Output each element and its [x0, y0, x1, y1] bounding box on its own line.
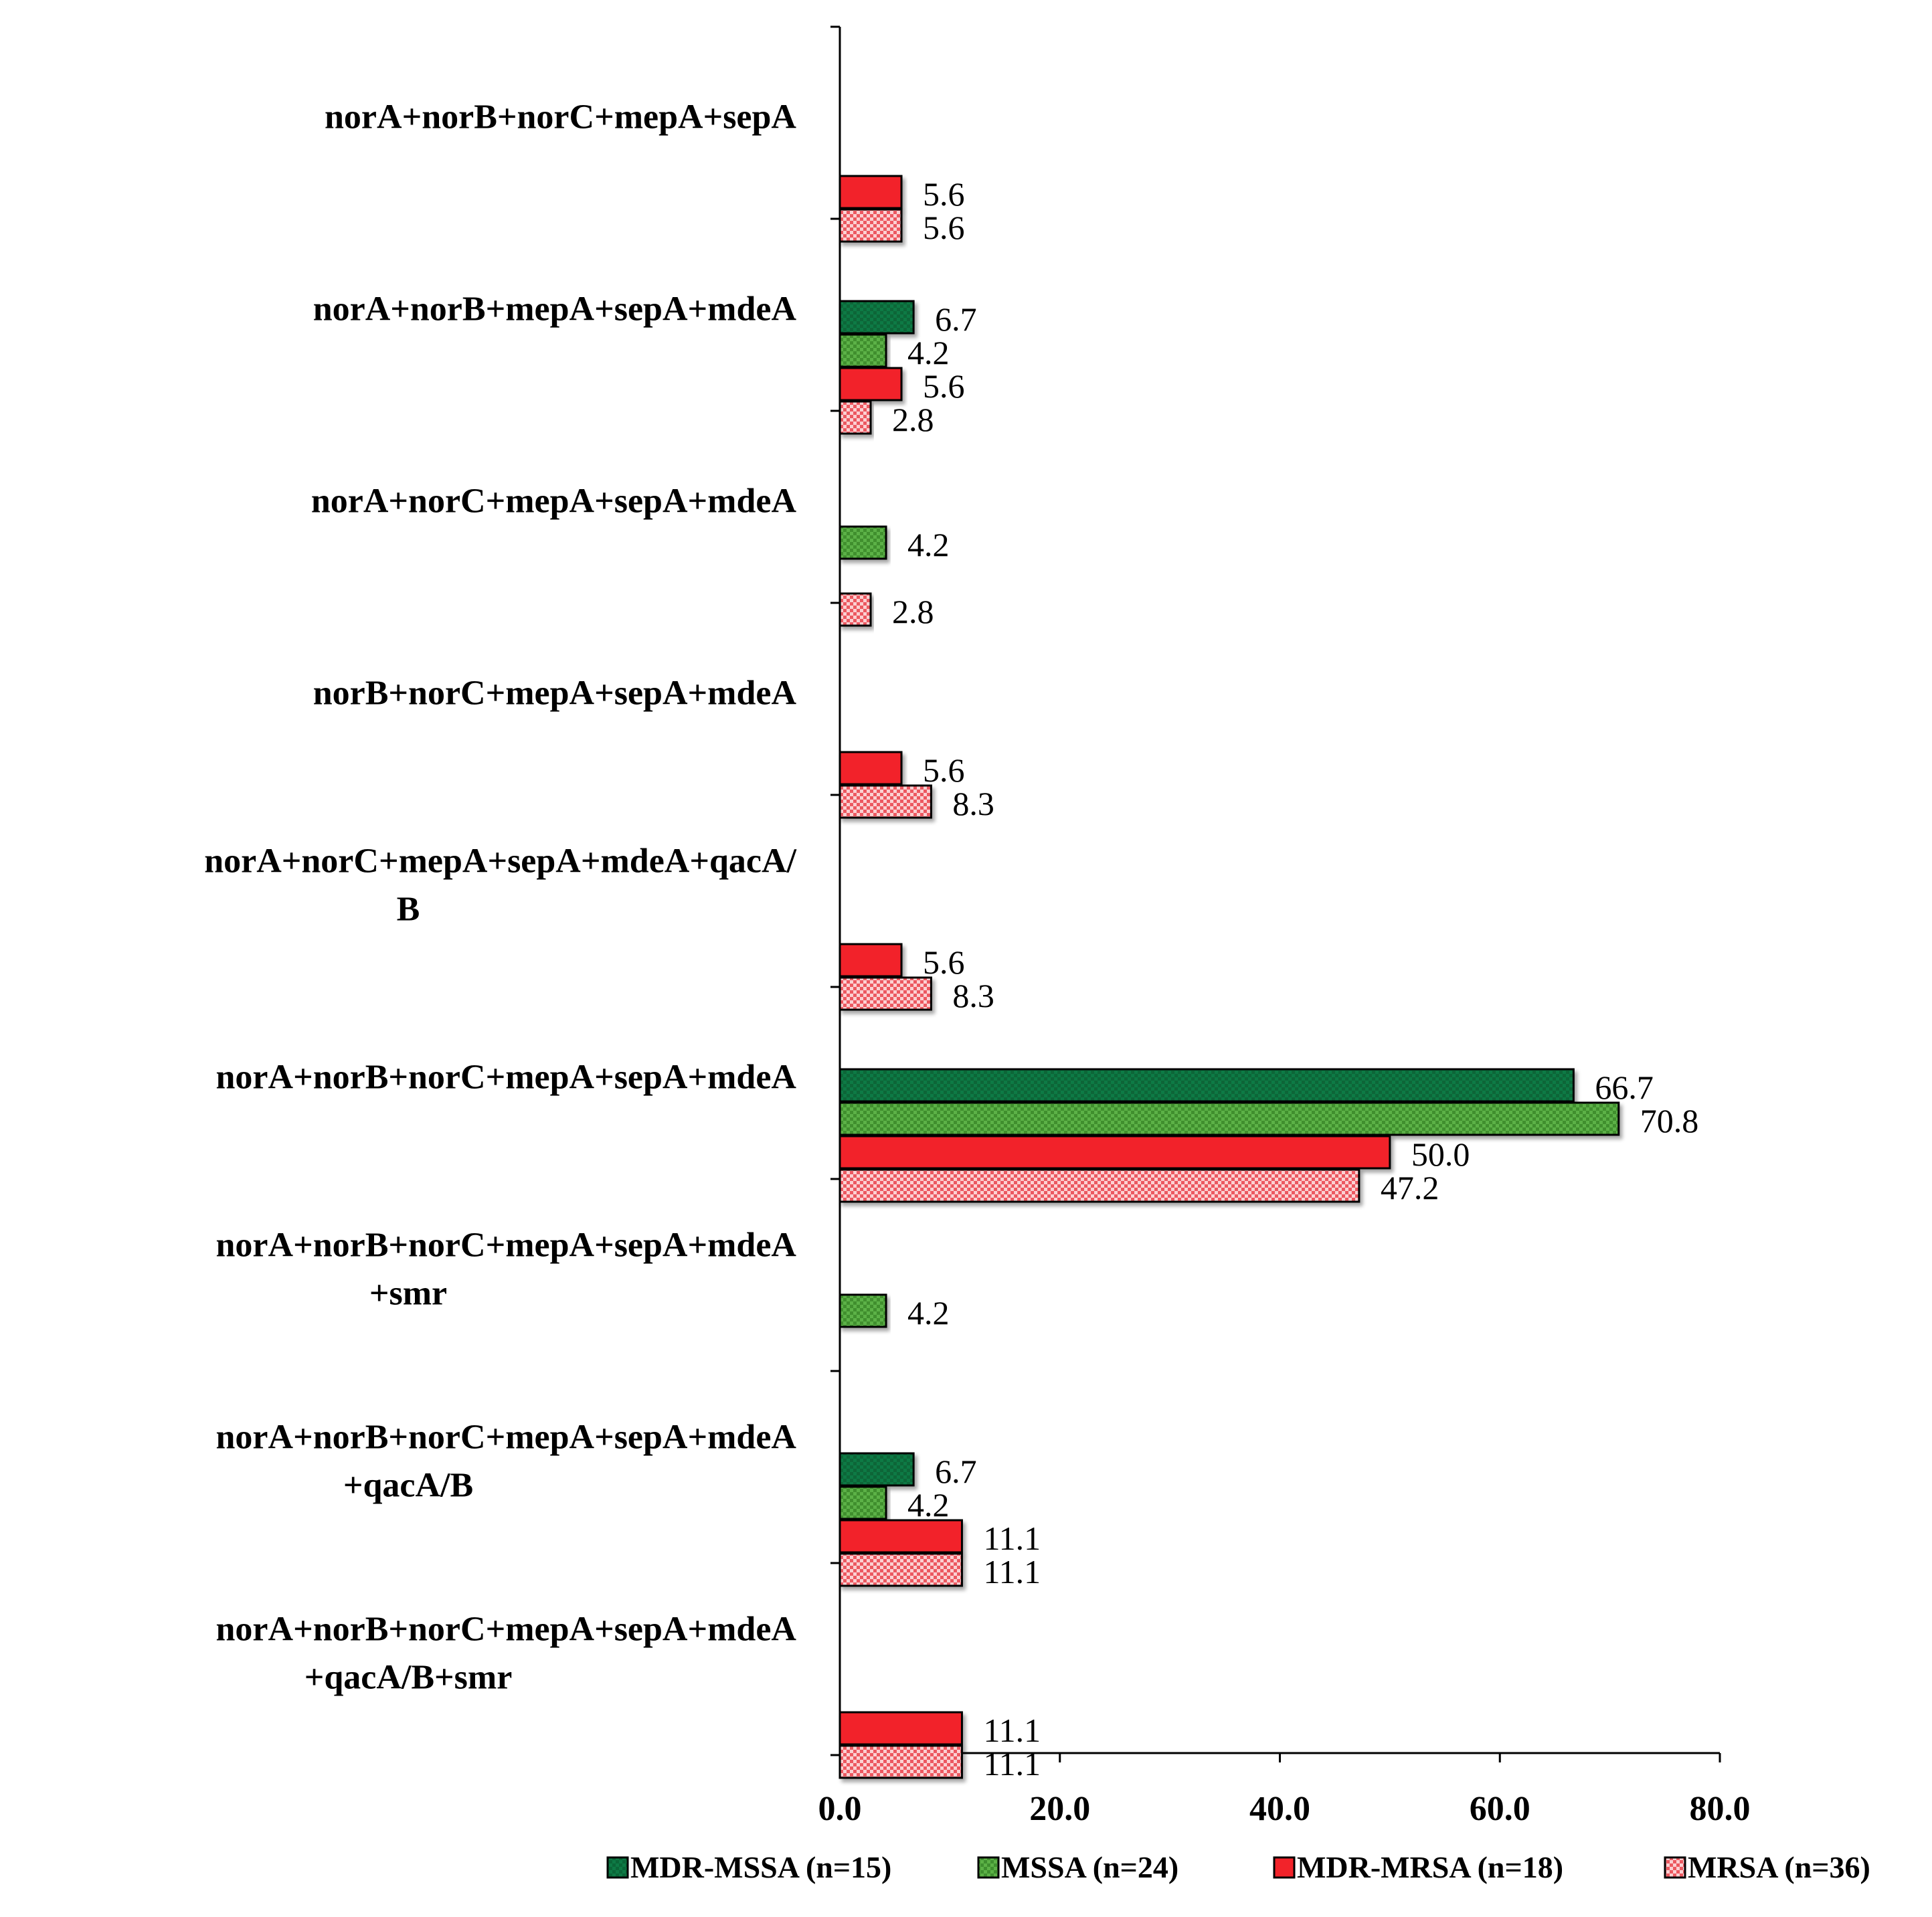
x-tick-label: 0.0 — [818, 1790, 862, 1828]
data-label: 8.3 — [952, 977, 994, 1014]
legend-swatch — [977, 1856, 1000, 1879]
data-label: 11.1 — [983, 1745, 1041, 1783]
data-label: 5.6 — [923, 209, 965, 246]
bar — [839, 1068, 1575, 1103]
data-label: 5.6 — [923, 751, 965, 789]
bar — [839, 1519, 963, 1554]
data-label: 66.7 — [1595, 1069, 1654, 1106]
category-label: norB+norC+mepA+sepA+mdeA — [313, 674, 797, 713]
bar — [839, 1168, 1360, 1203]
bar — [839, 400, 872, 435]
bar — [839, 1485, 887, 1520]
bar — [839, 784, 932, 819]
bar — [839, 1293, 887, 1328]
data-label: 4.2 — [907, 526, 950, 563]
bar — [839, 592, 872, 627]
x-tick-label: 40.0 — [1249, 1790, 1310, 1828]
category-label: norA+norB+norC+mepA+sepA — [325, 98, 796, 136]
category-label: norA+norC+mepA+sepA+mdeA+qacA/ — [204, 842, 796, 881]
legend-swatch — [1273, 1856, 1296, 1879]
data-label: 11.1 — [983, 1553, 1041, 1590]
data-label: 2.8 — [892, 593, 934, 630]
data-label: 2.8 — [892, 401, 934, 438]
bar — [839, 1452, 915, 1487]
legend-swatch — [1664, 1856, 1686, 1879]
category-label: norA+norC+mepA+sepA+mdeA — [311, 482, 797, 521]
category-label: norA+norB+norC+mepA+sepA+mdeA — [216, 1419, 797, 1457]
category-label: norA+norB+mepA+sepA+mdeA — [313, 290, 797, 329]
data-label: 6.7 — [935, 1453, 977, 1490]
bar — [839, 1552, 963, 1587]
legend-label: MSSA (n=24) — [1001, 1850, 1178, 1884]
legend-swatch — [606, 1856, 629, 1879]
bar — [839, 208, 903, 243]
category-label: norA+norB+norC+mepA+sepA+mdeA — [216, 1226, 797, 1265]
category-label: norA+norB+norC+mepA+sepA+mdeA — [216, 1611, 797, 1649]
legend-label: MDR-MSSA (n=15) — [630, 1850, 891, 1884]
data-label: 5.6 — [923, 943, 965, 981]
data-label: 47.2 — [1381, 1169, 1439, 1206]
category-label: +smr — [369, 1275, 447, 1313]
bar — [839, 1135, 1391, 1170]
bar — [839, 300, 915, 335]
data-label: 4.2 — [907, 334, 950, 371]
bar — [839, 367, 903, 401]
data-label: 6.7 — [935, 300, 977, 338]
bar — [839, 751, 903, 786]
bar — [839, 943, 903, 978]
data-label: 4.2 — [907, 1294, 950, 1332]
data-label: 5.6 — [923, 367, 965, 405]
x-tick-label: 80.0 — [1690, 1790, 1751, 1828]
bar — [839, 976, 932, 1011]
category-label: +qacA/B — [343, 1467, 473, 1505]
data-label: 70.8 — [1640, 1102, 1699, 1139]
plot-area: 0.0 20.0 40.0 60.0 80.0 norA+norB+norC+mepA+s… — [204, 25, 1751, 1828]
bar — [839, 333, 887, 368]
data-label: 4.2 — [907, 1486, 950, 1524]
data-label: 50.0 — [1411, 1135, 1470, 1173]
bar — [839, 525, 887, 560]
legend-label: MDR-MRSA (n=18) — [1297, 1850, 1563, 1884]
bar — [839, 1711, 963, 1746]
bar — [839, 1101, 1620, 1136]
data-label: 8.3 — [952, 785, 994, 822]
legend-label: MRSA (n=36) — [1688, 1850, 1870, 1884]
bar — [839, 1744, 963, 1779]
category-label: norA+norB+norC+mepA+sepA+mdeA — [216, 1059, 797, 1097]
x-tick-label: 60.0 — [1470, 1790, 1530, 1828]
data-label: 11.1 — [983, 1520, 1041, 1557]
category-label: +qacA/B+smr — [304, 1659, 513, 1697]
x-tick-label: 20.0 — [1029, 1790, 1090, 1828]
legend: MDR-MSSA (n=15) MSSA (n=24) MDR-MRSA (n=18… — [606, 1850, 1870, 1884]
data-label: 5.6 — [923, 175, 965, 213]
category-label: B — [397, 891, 420, 929]
data-label: 11.1 — [983, 1712, 1041, 1749]
bar — [839, 175, 903, 209]
